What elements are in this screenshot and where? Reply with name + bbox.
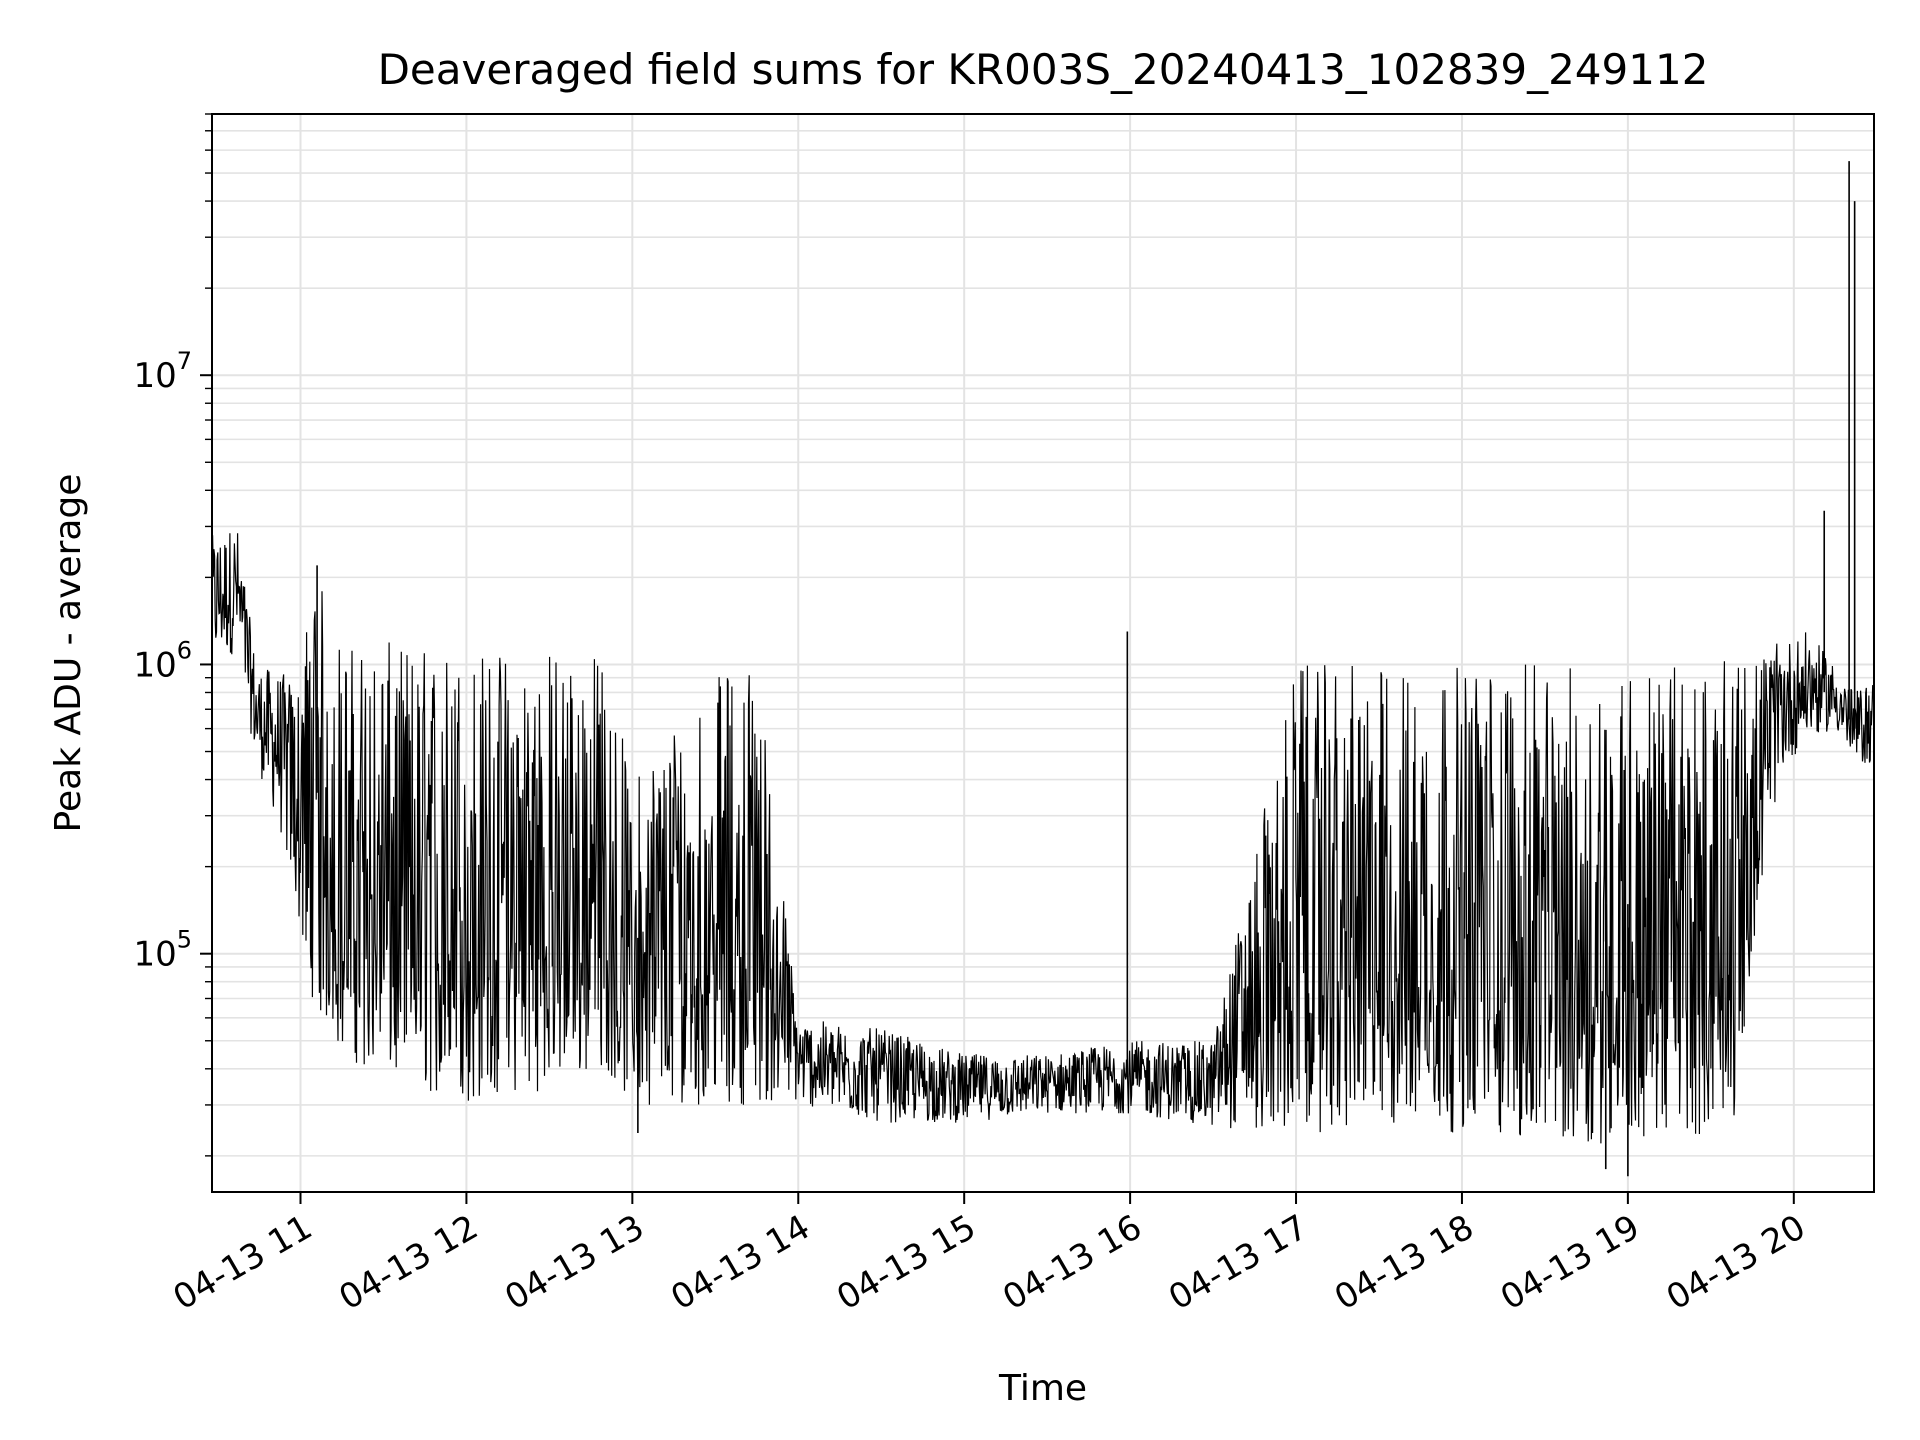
x-axis-label: Time (998, 1368, 1087, 1409)
chart-title: Deaveraged field sums for KR003S_2024041… (378, 45, 1709, 94)
y-tick-exponent: 5 (177, 926, 192, 954)
y-tick-label: 105 (133, 926, 192, 975)
data-series (211, 161, 1875, 1177)
plot-frame (211, 113, 1875, 1193)
y-tick-exponent: 6 (177, 636, 192, 664)
y-axis-label: Peak ADU - average (48, 474, 89, 833)
y-tick-label: 106 (133, 636, 192, 685)
y-tick-exponent: 7 (177, 347, 192, 375)
series-line (211, 533, 1875, 1144)
